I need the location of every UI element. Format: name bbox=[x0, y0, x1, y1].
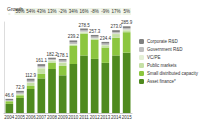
svg-text:2004: 2004 bbox=[4, 115, 15, 120]
svg-text:278.5: 278.5 bbox=[78, 23, 90, 28]
svg-text:16%: 16% bbox=[79, 9, 88, 14]
svg-text:273.0: 273.0 bbox=[110, 24, 122, 30]
svg-text:Government R&D: Government R&D bbox=[147, 47, 183, 52]
svg-text:46.6: 46.6 bbox=[5, 93, 14, 98]
svg-text:Asset finance*: Asset finance* bbox=[147, 79, 176, 84]
svg-text:-2%: -2% bbox=[59, 9, 67, 14]
svg-text:2014: 2014 bbox=[111, 115, 122, 120]
svg-text:234.4: 234.4 bbox=[100, 36, 112, 41]
svg-text:13%: 13% bbox=[47, 9, 56, 14]
svg-text:2007: 2007 bbox=[36, 115, 47, 120]
svg-text:2015: 2015 bbox=[122, 115, 133, 120]
svg-text:2011: 2011 bbox=[79, 115, 89, 120]
svg-text:-9%: -9% bbox=[101, 9, 109, 14]
svg-text:239.2: 239.2 bbox=[68, 34, 80, 39]
svg-text:17%: 17% bbox=[111, 9, 120, 14]
svg-text:-8%: -8% bbox=[91, 9, 99, 14]
svg-text:72.9: 72.9 bbox=[16, 85, 25, 90]
svg-text:34%: 34% bbox=[69, 9, 78, 14]
svg-text:257.3: 257.3 bbox=[89, 29, 101, 34]
svg-text:Small distributed capacity: Small distributed capacity bbox=[147, 71, 199, 76]
svg-text:2009: 2009 bbox=[58, 115, 69, 120]
svg-text:Growth: Growth bbox=[7, 6, 23, 12]
svg-text:182.2: 182.2 bbox=[46, 51, 58, 57]
svg-text:56%: 56% bbox=[15, 9, 25, 14]
svg-text:2013: 2013 bbox=[100, 115, 111, 120]
svg-text:285.9: 285.9 bbox=[121, 20, 133, 25]
svg-text:161.1: 161.1 bbox=[36, 58, 48, 63]
svg-text:2006: 2006 bbox=[26, 115, 37, 120]
svg-text:2012: 2012 bbox=[90, 115, 101, 120]
svg-text:5%: 5% bbox=[123, 9, 130, 14]
svg-text:2010: 2010 bbox=[68, 115, 79, 120]
svg-text:43%: 43% bbox=[37, 9, 46, 14]
svg-text:54%: 54% bbox=[26, 9, 35, 14]
svg-text:2005: 2005 bbox=[15, 115, 26, 120]
svg-text:Corporate R&D: Corporate R&D bbox=[147, 39, 179, 44]
svg-text:2008: 2008 bbox=[47, 115, 58, 120]
svg-text:178.1: 178.1 bbox=[57, 53, 69, 58]
svg-text:VC/PE: VC/PE bbox=[147, 55, 161, 60]
svg-text:112.9: 112.9 bbox=[25, 73, 36, 78]
svg-text:Public markets: Public markets bbox=[147, 63, 177, 68]
